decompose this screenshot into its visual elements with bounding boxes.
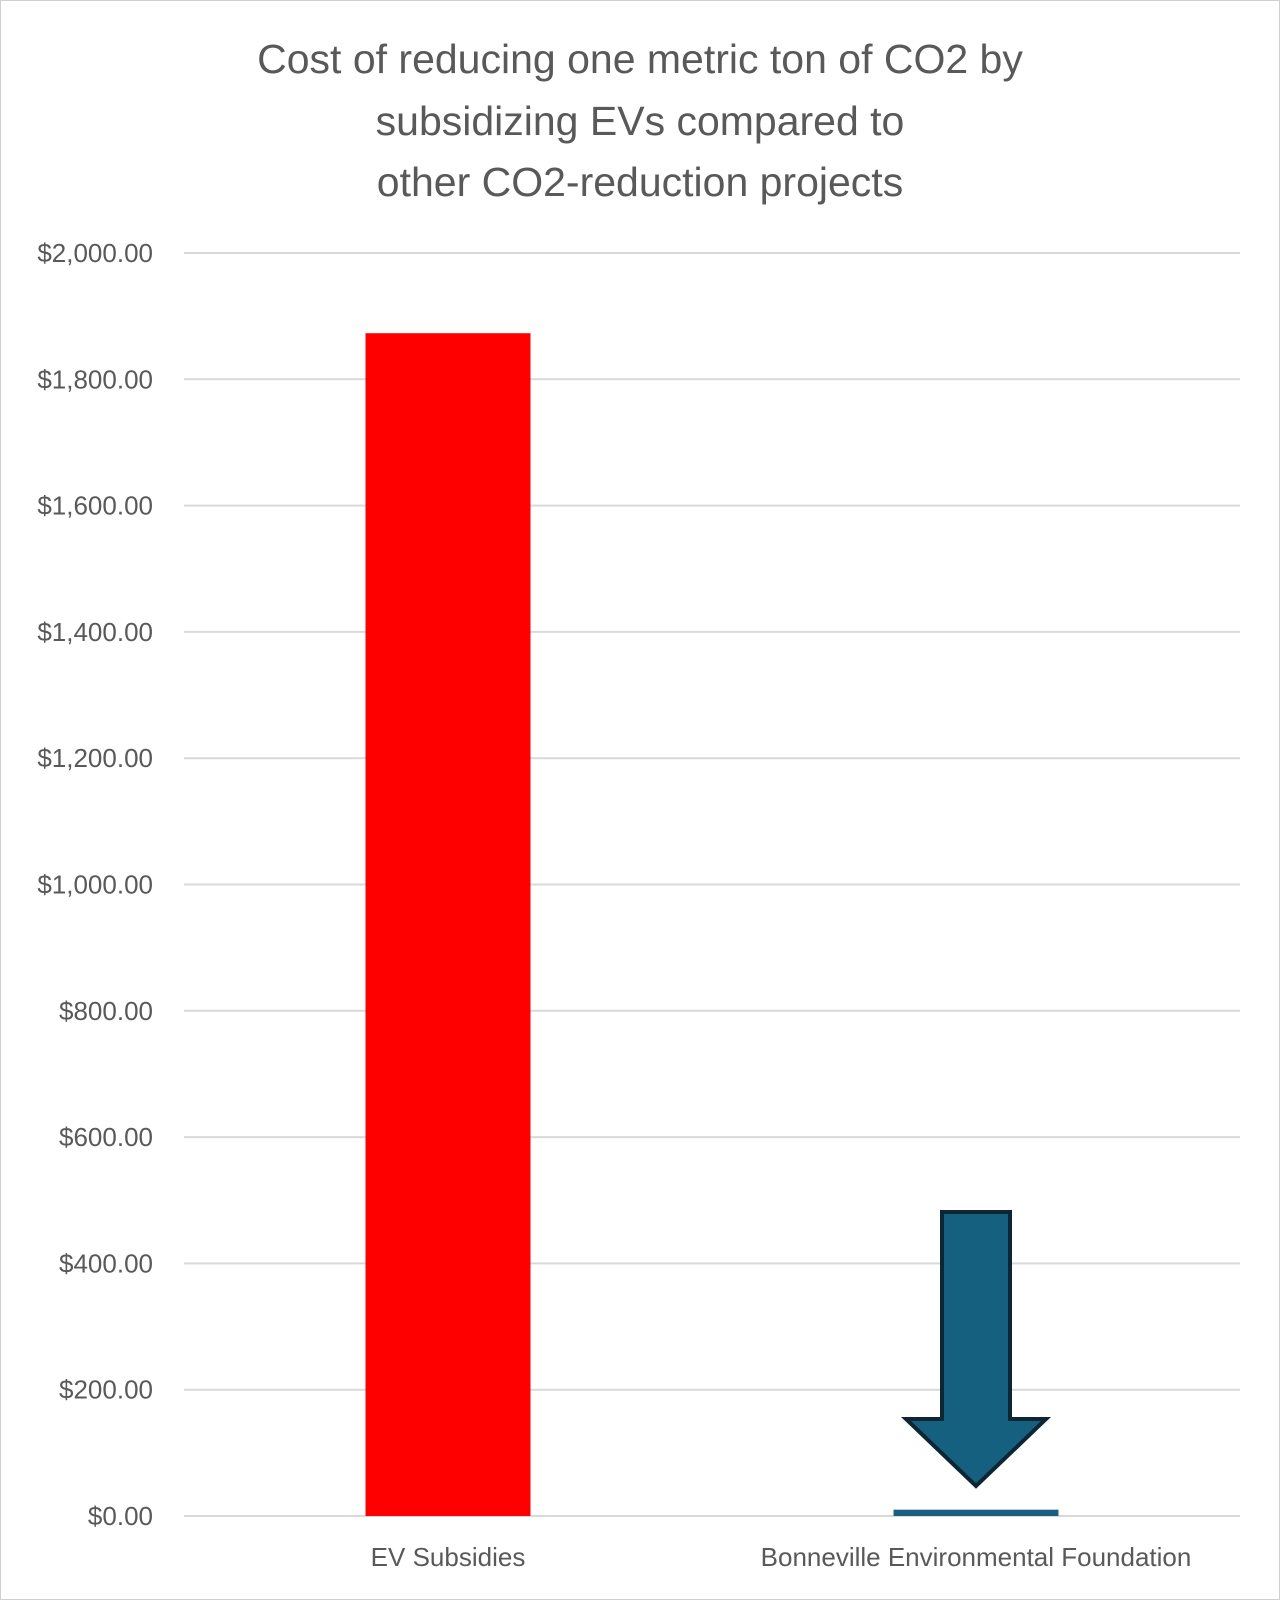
chart-title-line-2: subsidizing EVs compared to: [376, 98, 905, 144]
y-tick-label: $400.00: [59, 1248, 153, 1278]
x-category-label: EV Subsidies: [371, 1542, 526, 1572]
y-tick-label: $200.00: [59, 1375, 153, 1405]
y-tick-label: $0.00: [88, 1501, 153, 1531]
y-tick-label: $1,000.00: [37, 870, 153, 900]
y-tick-label: $1,600.00: [37, 491, 153, 521]
chart-title-line-1: Cost of reducing one metric ton of CO2 b…: [257, 36, 1023, 82]
y-tick-label: $600.00: [59, 1122, 153, 1152]
y-tick-label: $800.00: [59, 996, 153, 1026]
y-tick-label: $2,000.00: [37, 238, 153, 268]
chart-title-line-3: other CO2-reduction projects: [377, 159, 903, 205]
y-tick-label: $1,400.00: [37, 617, 153, 647]
bar-0: [365, 333, 531, 1517]
y-tick-label: $1,200.00: [37, 743, 153, 773]
bar-1: [893, 1509, 1059, 1516]
chart-title: Cost of reducing one metric ton of CO2 b…: [257, 36, 1023, 205]
y-tick-label: $1,800.00: [37, 364, 153, 394]
x-category-label: Bonneville Environmental Foundation: [761, 1542, 1192, 1572]
down-arrow-annotation: [901, 1210, 1051, 1489]
